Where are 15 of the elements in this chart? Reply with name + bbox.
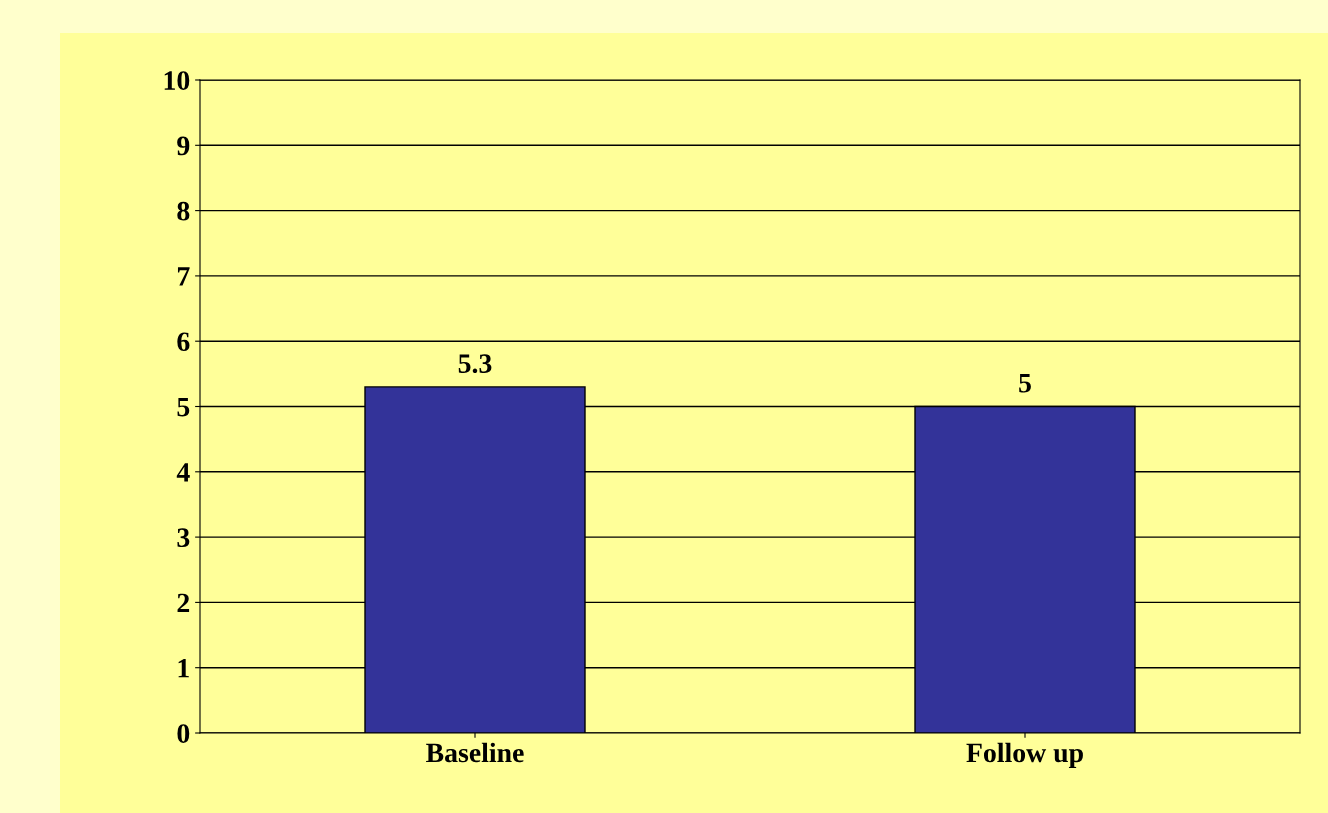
y-tick-label: 8: [177, 201, 190, 221]
y-tick-label: 2: [177, 593, 190, 613]
y-tick-label: 3: [177, 528, 190, 548]
y-tick-label: 6: [177, 332, 190, 352]
y-tick-label: 9: [177, 136, 190, 156]
x-tick-label: Baseline: [426, 742, 524, 763]
x-tick-label: Follow up: [966, 742, 1083, 768]
data-label: 5: [1019, 374, 1031, 393]
y-tick-label: 1: [178, 659, 189, 678]
y-tick-label: 0: [177, 724, 190, 743]
y-tick-label: 4: [176, 463, 190, 482]
y-tick-label: 5: [177, 397, 190, 417]
y-tick-label: 10: [164, 71, 190, 90]
y-tick-label: 7: [177, 267, 190, 286]
data-label: 5.3: [458, 354, 492, 374]
